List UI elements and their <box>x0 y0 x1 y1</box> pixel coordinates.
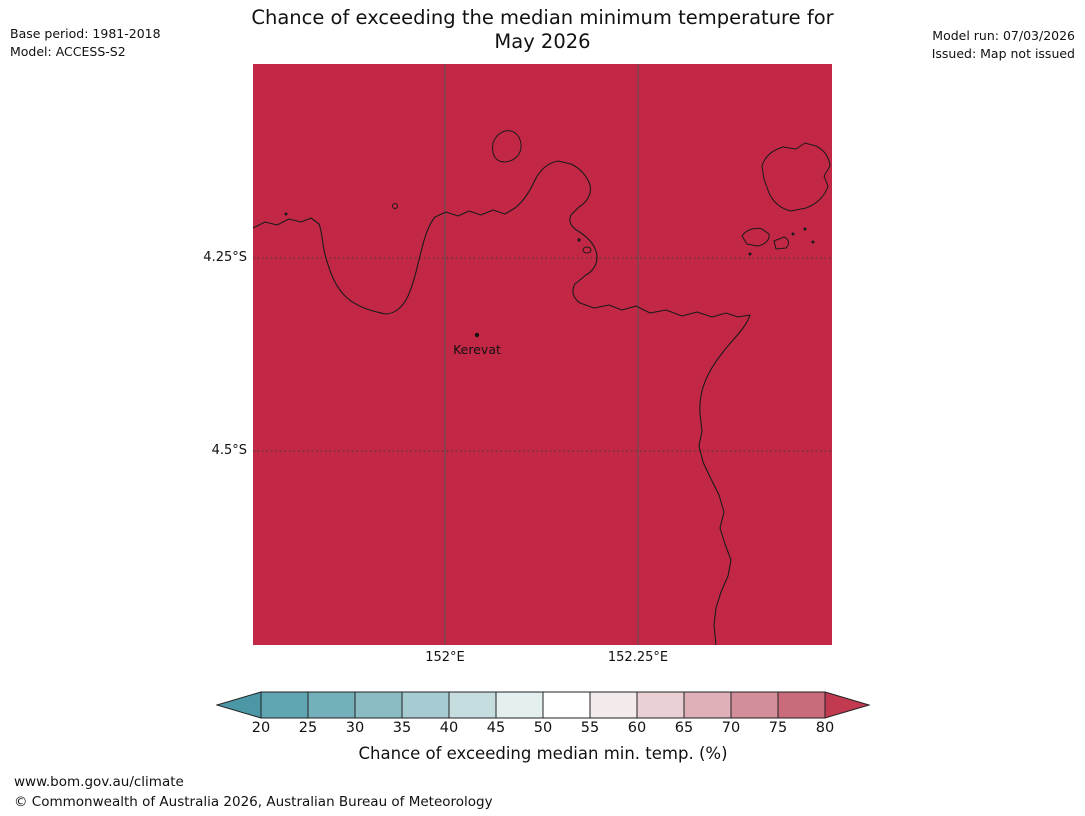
colorbar-label: Chance of exceeding median min. temp. (%… <box>358 744 728 763</box>
island-duke-of-york-2 <box>773 236 789 250</box>
title-line-1: Chance of exceeding the median minimum t… <box>251 6 834 29</box>
island-duke-of-york-1 <box>741 227 770 247</box>
colorbar-svg <box>215 691 871 719</box>
footer-copyright: © Commonwealth of Australia 2026, Austra… <box>14 794 493 810</box>
colorbar-tick-80: 80 <box>815 720 835 736</box>
station-label-kerevat: Kerevat <box>453 342 501 357</box>
map-coastlines-svg <box>253 64 832 645</box>
x-axis-label-152-25e: 152.25°E <box>607 650 669 665</box>
meta-left: Base period: 1981-2018 Model: ACCESS-S2 <box>10 25 161 61</box>
colorbar-tick-70: 70 <box>721 720 741 736</box>
colorbar-tick-40: 40 <box>439 720 459 736</box>
colorbar: 20 25 30 35 40 45 50 55 60 65 70 75 80 Chance of exc… <box>215 691 871 763</box>
colorbar-tick-50: 50 <box>533 720 553 736</box>
colorbar-tick-20: 20 <box>251 720 271 736</box>
harbor-islet-small <box>577 238 581 242</box>
map-gridlines <box>253 64 832 645</box>
title-line-2: May 2026 <box>494 30 591 53</box>
model-label: Model: ACCESS-S2 <box>10 44 126 59</box>
islet-ne-2 <box>803 227 807 231</box>
x-axis-label-152e: 152°E <box>425 650 465 665</box>
island-top-center <box>492 130 522 163</box>
colorbar-tick-35: 35 <box>392 720 412 736</box>
islet-west <box>392 203 398 209</box>
colorbar-tick-75: 75 <box>768 720 788 736</box>
map-canvas: Kerevat <box>253 64 832 645</box>
colorbar-tick-45: 45 <box>486 720 506 736</box>
base-period-label: Base period: 1981-2018 <box>10 26 161 41</box>
colorbar-tick-60: 60 <box>627 720 647 736</box>
colorbar-tick-25: 25 <box>298 720 318 736</box>
colorbar-tick-55: 55 <box>580 720 600 736</box>
y-axis-label-4-25s: 4.25°S <box>203 250 247 265</box>
coastlines <box>253 130 831 645</box>
harbor-islet <box>582 246 592 254</box>
meta-right: Model run: 07/03/2026 Issued: Map not is… <box>932 27 1075 63</box>
islet-far-west <box>284 212 288 216</box>
island-top-right-main <box>761 142 831 212</box>
colorbar-gradient <box>215 691 871 719</box>
colorbar-tick-30: 30 <box>345 720 365 736</box>
footer-url: www.bom.gov.au/climate <box>14 774 184 790</box>
y-axis-label-4-5s: 4.5°S <box>211 443 247 458</box>
model-run-label: Model run: 07/03/2026 <box>932 28 1075 43</box>
issued-label: Issued: Map not issued <box>931 46 1075 61</box>
islet-ne-4 <box>748 252 752 256</box>
colorbar-tick-65: 65 <box>674 720 694 736</box>
colorbar-ticks: 20 25 30 35 40 45 50 55 60 65 70 75 80 <box>216 719 870 739</box>
islet-ne-3 <box>811 240 815 244</box>
station-marker-kerevat <box>474 332 480 338</box>
page-title: Chance of exceeding the median minimum t… <box>0 6 1085 54</box>
islet-ne-1 <box>791 232 795 236</box>
